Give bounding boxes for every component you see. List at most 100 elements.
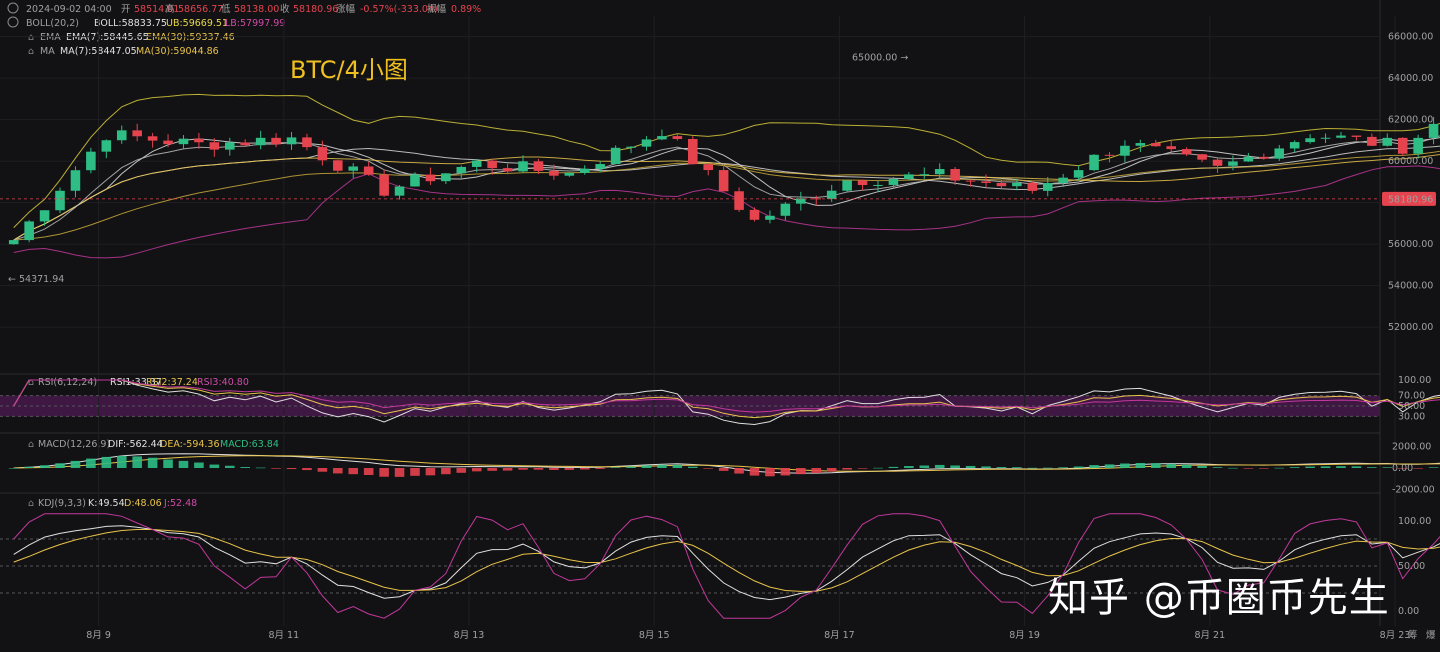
candle-body [8,240,19,245]
candle-body [765,215,775,220]
bar-time: 2024-09-02 04:00 [26,4,112,15]
svg-text:高: 高 [165,3,175,15]
candle-body [1243,156,1254,162]
rsi1-line [13,379,1440,426]
change-value: -0.57%(-333.04) [360,4,438,15]
macd-bar [796,468,806,475]
candle-body [579,168,590,173]
candle-body [626,146,636,148]
macd-bar [70,460,81,468]
macd-bar [1289,467,1300,468]
ema-legend[interactable]: ⌂ EMA EMA(7):58445.65 EMA(30):59337.46 [28,32,235,43]
candle-body [1367,136,1377,146]
candle-body [394,186,405,196]
bell-icon[interactable]: ⌂ [28,439,34,450]
candle-body [1336,135,1346,138]
svg-text:低: 低 [221,3,231,15]
collapse-icon[interactable] [7,2,19,14]
candle-body [333,160,343,171]
svg-text:EMA: EMA [40,32,61,43]
candle-body [1150,143,1161,147]
macd-bar [919,465,930,468]
price-tick-3: 60000.00 [1388,156,1433,167]
boll-mid-line [13,145,1440,241]
candle-body [1104,154,1115,156]
candle-body [687,139,698,165]
macd-legend[interactable]: ⌂ MACD(12,26,9) DIF:-562.44 DEA:-594.36 … [28,439,279,450]
macd-bar [425,468,436,476]
candle-body [209,142,220,150]
macd-bar [394,468,405,477]
macd-bar [86,458,96,468]
candle-body [549,170,559,176]
ema30-line [13,150,1440,241]
kdj-legend[interactable]: ⌂ KDJ(9,3,3) K:49.54 D:48.06 J:52.48 [28,498,197,509]
macd-bar [1243,468,1254,469]
candle-body [178,138,189,145]
bell-icon[interactable]: ⌂ [28,498,34,509]
price-tick-1: 64000.00 [1388,73,1433,84]
macd-bar [194,462,204,468]
candle-body [410,174,420,187]
candle-body [1305,138,1315,143]
macd-bar [811,468,822,474]
candle-body [348,166,359,171]
time-tick-0: 8月 9 [86,630,111,641]
ohlc-header: 2024-09-02 04:00 开 58514.01 高 58656.77 低… [7,2,481,15]
boll-legend[interactable]: BOLL(20,2) BOLL:58833.75 UB:59669.51 LB:… [7,16,285,29]
candle-body [610,147,621,165]
candle-body [456,166,467,174]
macd-bar [379,468,389,477]
time-tick-5: 8月 19 [1009,630,1040,641]
candle-body [39,210,50,222]
candle-body [441,173,451,182]
liquidation-button[interactable]: 爆 [1426,629,1436,641]
svg-text:MA: MA [40,46,55,57]
high-annotation: 65000.00 → [852,52,908,63]
candle-body [888,178,899,185]
bell-icon[interactable]: ⌂ [28,377,34,388]
chip-distribution-button[interactable]: 筹 [1408,629,1418,641]
svg-text:EMA(30):59337.46: EMA(30):59337.46 [146,32,235,43]
macd-bar [1150,463,1161,468]
rsi-legend[interactable]: ⌂ RSI(6,12,24) RSI1:33.37 RSI2:37.24 RSI… [28,377,249,388]
candle-body [255,137,266,146]
macd-bar [1197,465,1207,468]
bell-icon[interactable]: ⌂ [28,32,34,43]
candle-body [657,136,667,140]
candle-body [564,172,575,176]
rsi-tick-2: 50.00 [1398,401,1425,412]
macd-bar [333,468,343,474]
kdj-tick-1: 50.00 [1398,561,1425,572]
candle-body [919,174,930,176]
macd-bar [641,465,652,468]
dif-line [13,453,1440,474]
candle-body [425,174,436,182]
macd-bar [471,468,482,472]
ema7-line [13,135,1440,241]
macd-bar [1012,467,1022,468]
time-tick-3: 8月 15 [639,630,670,641]
watermark: 知乎 @币圈币先生 [1048,575,1390,621]
macd-bar [904,466,914,468]
macd-bar [533,468,544,470]
candle-body [842,180,852,191]
macd-bar [1042,467,1053,469]
macd-bar [687,466,698,468]
candle-body [502,168,513,172]
macd-bar [147,457,158,468]
macd-tick-2: -2000.00 [1392,485,1435,496]
collapse-icon[interactable] [7,16,19,28]
svg-text:EMA(7):58445.65: EMA(7):58445.65 [66,32,149,43]
low-annotation: ← 54371.94 [8,274,64,285]
svg-text:MA(30):59044.86: MA(30):59044.86 [136,46,219,57]
candle-body [1058,177,1068,184]
rsi-tick-1: 70.00 [1398,391,1425,402]
candle-body [1042,183,1053,191]
candle-body [194,138,204,143]
bell-icon[interactable]: ⌂ [28,46,34,57]
rsi2-line [13,379,1440,419]
time-tick-7: 8月 23 [1380,630,1411,641]
candle-body [1428,123,1439,138]
